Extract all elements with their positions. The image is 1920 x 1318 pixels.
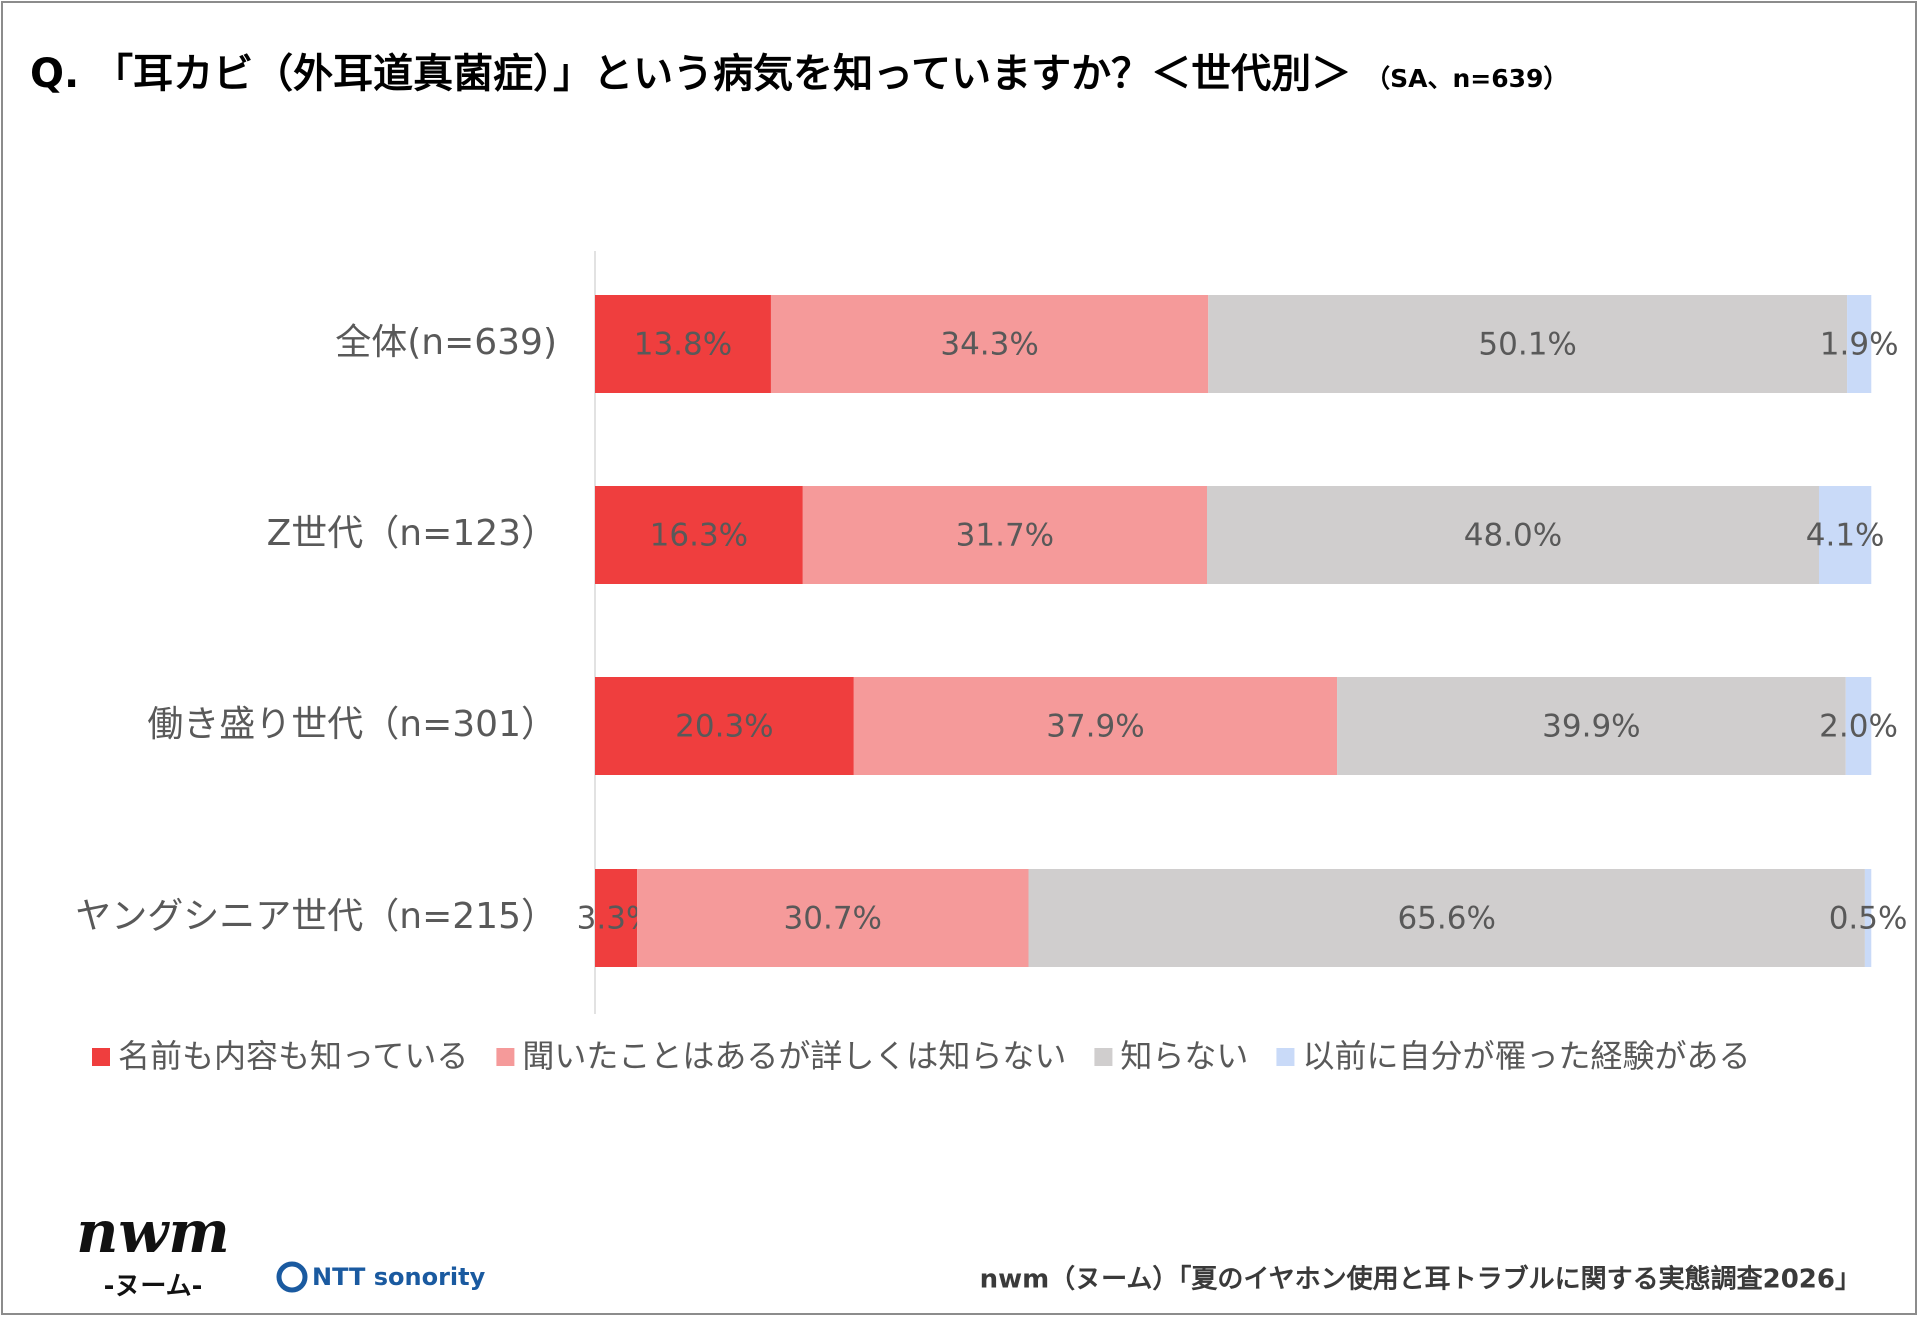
- legend-label: 名前も内容も知っている: [118, 1037, 468, 1075]
- legend-label: 以前に自分が罹った経験がある: [1302, 1037, 1750, 1075]
- bar-segment: [802, 486, 1207, 584]
- value-label: 2.0%: [1819, 709, 1898, 745]
- legend-swatch: [92, 1048, 110, 1066]
- bar-segment: [770, 295, 1209, 393]
- bar-segment: [595, 869, 638, 967]
- category-label: Z世代（n=123）: [267, 513, 557, 554]
- value-label: 4.1%: [1806, 518, 1885, 554]
- bar-segment: [853, 677, 1338, 775]
- bar-segment: [595, 295, 771, 393]
- bar-segment: [1207, 486, 1819, 584]
- bar-segment: [1864, 869, 1872, 967]
- value-label: 13.8%: [634, 327, 732, 363]
- bar-segment: [1028, 869, 1865, 967]
- chart-title: Q. 「耳カビ（外耳道真菌症）」という病気を知っていますか？＜世代別＞: [30, 51, 1351, 97]
- value-label: 1.9%: [1820, 327, 1899, 363]
- bar-segment: [1337, 677, 1846, 775]
- value-label: 20.3%: [675, 709, 773, 745]
- value-label: 39.9%: [1542, 709, 1640, 745]
- value-label: 34.3%: [940, 327, 1038, 363]
- legend-swatch: [1276, 1048, 1295, 1066]
- value-label: 30.7%: [784, 901, 882, 937]
- bar-segment: [595, 486, 803, 584]
- value-label: 37.9%: [1046, 709, 1144, 745]
- logo-nwm-kana: -ヌーム-: [104, 1272, 203, 1302]
- bar-segment: [1208, 295, 1848, 393]
- legend-label: 聞いたことはあるが詳しくは知らない: [522, 1037, 1066, 1075]
- value-label: 65.6%: [1397, 901, 1495, 937]
- bar-segment: [1819, 486, 1872, 584]
- logo-ntt: NTT sonority: [312, 1263, 486, 1291]
- category-label: 働き盛り世代（n=301）: [147, 704, 557, 745]
- logo-nwm: nwm: [76, 1198, 229, 1266]
- legend-swatch: [1094, 1048, 1113, 1066]
- category-label: 全体(n=639): [335, 322, 557, 363]
- logo-icon: [276, 1261, 308, 1293]
- bar-segment: [1847, 295, 1872, 393]
- source: nwm（ヌーム）「夏のイヤホン使用と耳トラブルに関する実態調査2026」: [980, 1264, 1861, 1295]
- category-label: ヤングシニア世代（n=215）: [75, 896, 557, 937]
- value-label: 48.0%: [1464, 518, 1562, 554]
- value-label: 50.1%: [1478, 327, 1576, 363]
- bar-segment: [595, 677, 854, 775]
- value-label: 0.5%: [1829, 901, 1908, 937]
- legend-swatch: [496, 1048, 515, 1066]
- bar-segment: [1845, 677, 1872, 775]
- value-label: 16.3%: [650, 518, 748, 554]
- bar-segment: [637, 869, 1029, 967]
- chart-subtitle: （SA、n=639）: [1365, 64, 1568, 93]
- legend-label: 知らない: [1120, 1037, 1248, 1075]
- value-label: 31.7%: [956, 518, 1054, 554]
